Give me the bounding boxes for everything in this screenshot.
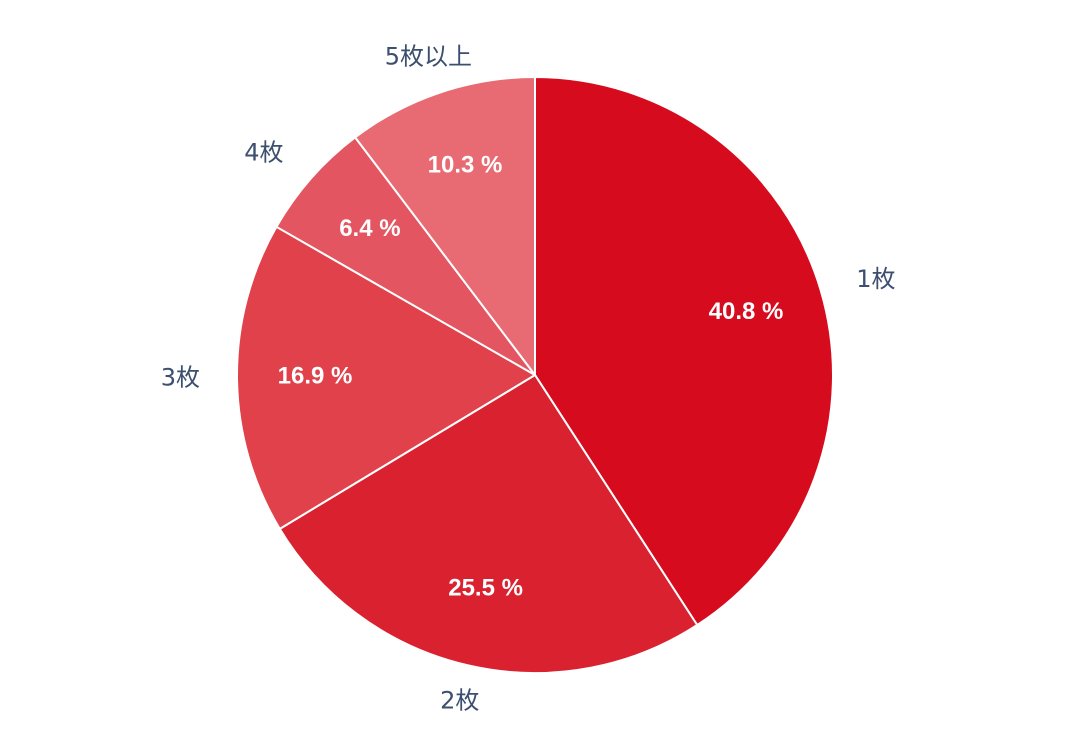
pie-slice-1 <box>534 76 834 626</box>
slice-category-label: 1枚 <box>856 265 895 293</box>
pie-slice-4 <box>275 136 536 376</box>
pie-category-labels: 1枚 2枚 3枚 4枚 5枚以上 <box>161 42 896 714</box>
slice-value-label: 6.4 % <box>339 215 400 242</box>
slice-category-label: 3枚 <box>161 364 200 392</box>
slice-value-label: 16.9 % <box>278 363 353 390</box>
slice-value-label: 25.5 % <box>448 575 523 602</box>
slice-value-label: 40.8 % <box>709 298 784 325</box>
slice-category-label: 5枚以上 <box>385 42 472 70</box>
pie-slice-5 <box>354 76 536 376</box>
pie-slice-3 <box>236 225 536 530</box>
slice-value-label: 10.3 % <box>428 152 503 179</box>
pie-data-labels: 40.8 % 25.5 % 16.9 % 6.4 % 10.3 % <box>278 152 784 602</box>
pie-slice-2 <box>278 374 699 674</box>
slice-category-label: 2枚 <box>440 686 479 714</box>
pie-slices <box>236 76 834 674</box>
slice-category-label: 4枚 <box>244 139 283 167</box>
